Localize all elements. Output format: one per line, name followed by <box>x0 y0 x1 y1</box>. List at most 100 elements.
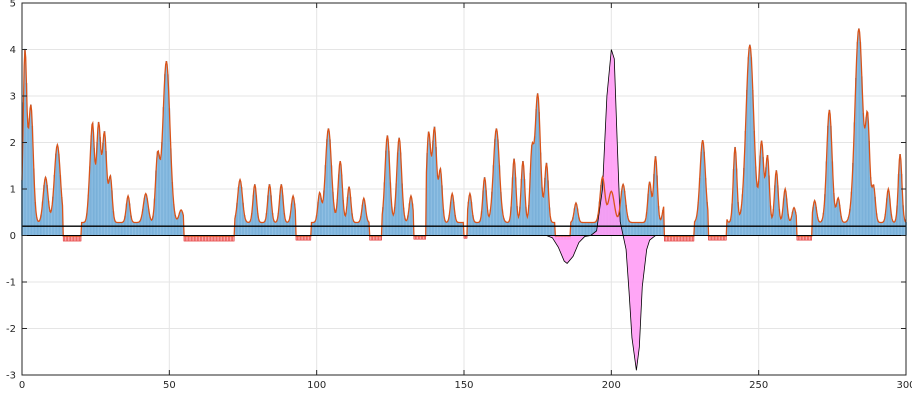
y-tick-label: 0 <box>10 231 16 242</box>
x-tick-label: 200 <box>602 380 621 391</box>
bar <box>877 220 879 236</box>
bar <box>175 218 178 236</box>
y-tick-label: -2 <box>6 324 16 335</box>
bar <box>473 221 476 236</box>
bar <box>455 221 458 236</box>
bar <box>314 221 316 236</box>
bar <box>818 221 820 236</box>
bar <box>427 131 430 236</box>
bar <box>103 131 106 236</box>
bar <box>581 222 583 236</box>
bar <box>479 220 481 236</box>
bar <box>50 209 53 236</box>
bar <box>259 222 262 236</box>
bar <box>363 198 365 236</box>
bar <box>339 160 342 236</box>
bar <box>97 121 100 236</box>
bar <box>444 220 446 236</box>
x-tick-label: 0 <box>19 380 25 391</box>
bar <box>834 206 837 236</box>
y-tick-label: 3 <box>10 92 16 103</box>
bar <box>532 143 535 236</box>
bar <box>648 181 651 236</box>
bar <box>327 128 330 236</box>
bar <box>119 222 122 236</box>
bar <box>268 184 271 236</box>
bar <box>883 220 885 236</box>
bar <box>355 222 358 236</box>
bar <box>533 136 536 236</box>
bar <box>507 222 509 236</box>
bar <box>575 202 577 236</box>
bar <box>287 221 290 236</box>
bar <box>750 57 753 236</box>
bar <box>245 220 247 236</box>
bar <box>108 181 110 236</box>
bar <box>460 222 462 236</box>
y-tick-label: 1 <box>10 185 16 196</box>
bar <box>458 222 461 236</box>
bar <box>862 113 865 236</box>
bar <box>451 193 454 236</box>
y-tick-label: -3 <box>6 371 16 382</box>
bar <box>784 188 786 236</box>
bar <box>38 220 41 236</box>
bar <box>261 222 263 236</box>
bar <box>335 212 337 236</box>
bar <box>469 193 471 236</box>
bar <box>239 179 241 236</box>
bar <box>585 222 588 236</box>
bar <box>410 195 412 236</box>
bar <box>505 222 508 236</box>
bar <box>788 220 791 236</box>
bar <box>477 222 480 236</box>
bar <box>457 222 459 236</box>
bar <box>779 218 782 236</box>
bar <box>144 193 147 236</box>
bar <box>133 222 135 236</box>
bar <box>94 164 97 236</box>
bar <box>292 195 294 236</box>
bar <box>49 211 51 236</box>
bar <box>728 221 730 236</box>
bar <box>629 222 632 236</box>
bar <box>343 214 346 236</box>
bar <box>628 220 630 236</box>
bar <box>760 140 763 236</box>
bar <box>640 222 642 236</box>
y-tick-label: 5 <box>10 0 16 10</box>
bar <box>447 221 449 236</box>
bar <box>312 222 315 236</box>
bar <box>276 220 278 236</box>
bar <box>536 93 539 236</box>
bar <box>813 200 816 236</box>
bar <box>841 221 844 236</box>
bar <box>504 221 507 236</box>
bar <box>249 220 252 236</box>
bar <box>358 221 361 236</box>
bar <box>642 222 645 236</box>
bar <box>28 118 31 236</box>
bar <box>644 220 647 236</box>
bar <box>273 220 275 236</box>
bar <box>286 222 288 236</box>
bar <box>756 186 758 236</box>
bar <box>835 202 838 236</box>
bar <box>828 109 831 236</box>
bar <box>793 207 795 236</box>
bar <box>863 128 866 236</box>
bar <box>136 222 138 236</box>
bar <box>429 143 431 236</box>
bar <box>404 218 406 236</box>
bar <box>357 222 359 236</box>
bar <box>30 104 32 236</box>
bar <box>165 60 168 236</box>
bar <box>139 221 141 236</box>
bar <box>83 222 85 236</box>
bar <box>844 221 847 236</box>
bar <box>631 222 633 236</box>
bar <box>634 222 636 236</box>
bar <box>819 221 822 236</box>
bar <box>150 219 153 236</box>
bar <box>134 222 137 236</box>
